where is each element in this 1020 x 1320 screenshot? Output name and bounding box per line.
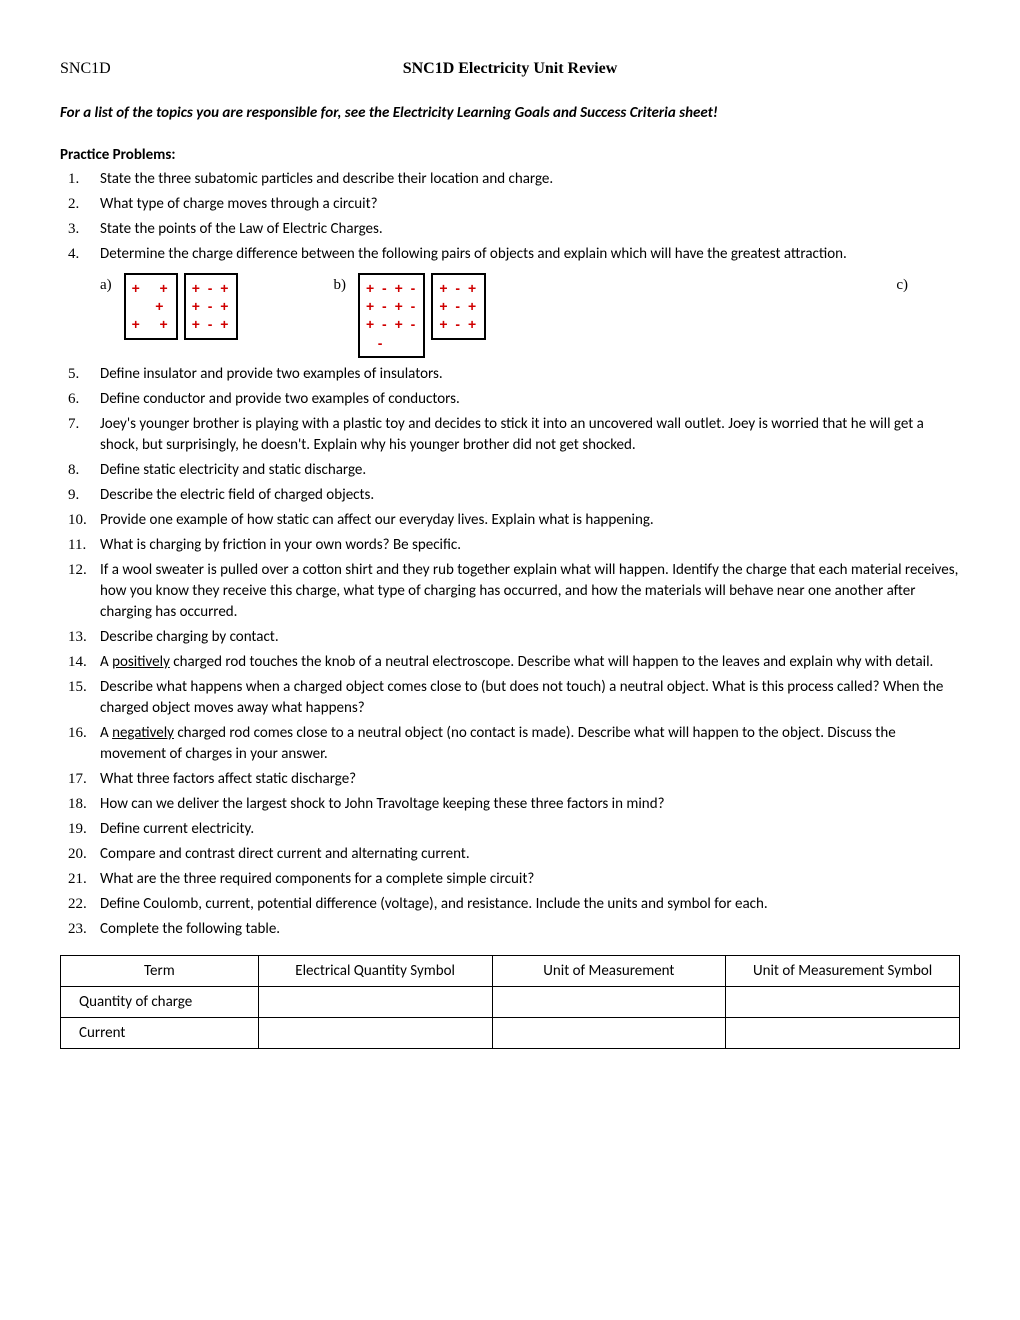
- problem-item: What type of charge moves through a circ…: [100, 194, 960, 215]
- problems-list: State the three subatomic particles and …: [60, 169, 960, 940]
- table-cell: [492, 986, 726, 1017]
- table-cell: [258, 1017, 492, 1048]
- table-cell: Current: [61, 1017, 259, 1048]
- diagram-group-a: a) + + + + + + - + + - + + - +: [100, 273, 238, 340]
- table-header: Unit of Measurement Symbol: [726, 955, 960, 986]
- header-spacer: [720, 60, 960, 78]
- table-cell: [492, 1017, 726, 1048]
- problem-item: Describe charging by contact.: [100, 627, 960, 648]
- q14-part-a: A: [100, 653, 112, 671]
- charge-box-a2: + - + + - + + - +: [184, 273, 239, 340]
- quantities-table: Term Electrical Quantity Symbol Unit of …: [60, 955, 960, 1049]
- diagram-group-b: b) + - + - + - + - + - + - - + - + + - +…: [333, 273, 486, 358]
- header-title: SNC1D Electricity Unit Review: [300, 60, 720, 78]
- charge-box-a1: + + + + +: [124, 273, 178, 340]
- problem-item: Describe the electric field of charged o…: [100, 485, 960, 506]
- diagram-group-c: c): [896, 273, 920, 296]
- intro-text: For a list of the topics you are respons…: [60, 103, 960, 124]
- table-cell: [258, 986, 492, 1017]
- problem-item: What three factors affect static dischar…: [100, 769, 960, 790]
- q16-part-b: charged rod comes close to a neutral obj…: [100, 724, 896, 763]
- table-header: Unit of Measurement: [492, 955, 726, 986]
- table-cell: [726, 1017, 960, 1048]
- problem-item: Describe what happens when a charged obj…: [100, 677, 960, 719]
- problem-item: Joey's younger brother is playing with a…: [100, 414, 960, 456]
- problem-item: A negatively charged rod comes close to …: [100, 723, 960, 765]
- document-header: SNC1D SNC1D Electricity Unit Review: [60, 60, 960, 78]
- section-label: Practice Problems:: [60, 146, 960, 164]
- problem-item: How can we deliver the largest shock to …: [100, 794, 960, 815]
- problem-text: Determine the charge difference between …: [100, 245, 847, 263]
- problem-item: What are the three required components f…: [100, 869, 960, 890]
- problem-item: Define static electricity and static dis…: [100, 460, 960, 481]
- problem-item: Provide one example of how static can af…: [100, 510, 960, 531]
- table-row: Current: [61, 1017, 960, 1048]
- problem-item: A positively charged rod touches the kno…: [100, 652, 960, 673]
- q14-part-b: charged rod touches the knob of a neutra…: [170, 653, 933, 671]
- table-header: Term: [61, 955, 259, 986]
- table-header: Electrical Quantity Symbol: [258, 955, 492, 986]
- table-header-row: Term Electrical Quantity Symbol Unit of …: [61, 955, 960, 986]
- q14-underlined: positively: [112, 653, 170, 671]
- table-cell: Quantity of charge: [61, 986, 259, 1017]
- problem-item: Define insulator and provide two example…: [100, 364, 960, 385]
- q16-underlined: negatively: [112, 724, 174, 742]
- problem-item: State the points of the Law of Electric …: [100, 219, 960, 240]
- diagram-label-c: c): [896, 273, 908, 296]
- diagrams-row: a) + + + + + + - + + - + + - + b) + - + …: [100, 273, 960, 358]
- problem-item: State the three subatomic particles and …: [100, 169, 960, 190]
- q16-part-a: A: [100, 724, 112, 742]
- table-cell: [726, 986, 960, 1017]
- problem-item: Complete the following table.: [100, 919, 960, 940]
- charge-box-b1: + - + - + - + - + - + - -: [358, 273, 425, 358]
- problem-item: Define conductor and provide two example…: [100, 389, 960, 410]
- header-left: SNC1D: [60, 60, 300, 78]
- problem-item: Determine the charge difference between …: [100, 244, 960, 358]
- charge-box-b2: + - + + - + + - +: [431, 273, 486, 340]
- problem-item: Compare and contrast direct current and …: [100, 844, 960, 865]
- diagram-label-a: a): [100, 273, 112, 296]
- diagram-label-b: b): [333, 273, 346, 296]
- problem-item: Define current electricity.: [100, 819, 960, 840]
- problem-item: If a wool sweater is pulled over a cotto…: [100, 560, 960, 623]
- problem-item: Define Coulomb, current, potential diffe…: [100, 894, 960, 915]
- problem-item: What is charging by friction in your own…: [100, 535, 960, 556]
- table-row: Quantity of charge: [61, 986, 960, 1017]
